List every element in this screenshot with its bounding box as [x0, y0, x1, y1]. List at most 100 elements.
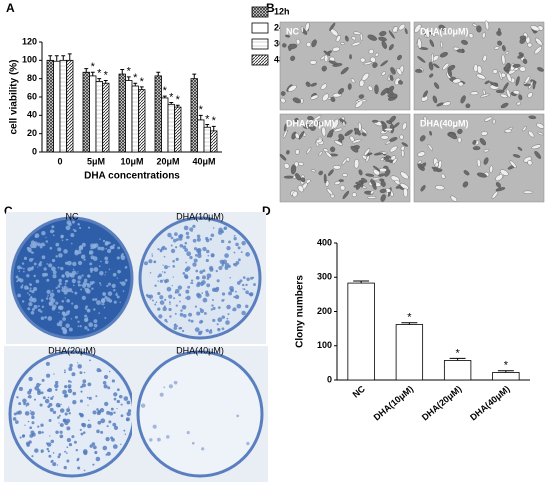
colony — [62, 311, 65, 314]
colony — [169, 301, 171, 304]
colony — [236, 414, 240, 418]
significance: * — [127, 66, 132, 78]
colony — [104, 274, 106, 276]
colony — [28, 440, 32, 444]
colony — [77, 250, 82, 255]
bar — [131, 85, 139, 153]
colony — [194, 305, 198, 308]
cell — [374, 52, 379, 57]
cell — [484, 20, 490, 31]
colony — [47, 295, 49, 297]
plate-label: DHA(20μM) — [48, 345, 96, 355]
cell — [386, 120, 393, 125]
colony — [57, 416, 60, 419]
colony — [110, 407, 114, 411]
micrograph-label: DHA(40μM) — [420, 118, 469, 128]
cell — [349, 54, 352, 60]
colony — [120, 403, 123, 406]
x-tick-label: DHA(20μM) — [420, 384, 464, 423]
colony — [84, 326, 88, 330]
cell — [398, 80, 403, 85]
colony — [53, 373, 55, 375]
colony — [41, 431, 44, 434]
colony — [113, 411, 116, 414]
error-bar — [133, 82, 138, 86]
cell — [321, 126, 327, 137]
colony — [108, 268, 111, 271]
colony — [28, 297, 34, 302]
colony — [32, 257, 34, 260]
colony — [58, 278, 62, 283]
cell — [351, 36, 357, 41]
colony — [60, 234, 64, 238]
colony — [197, 253, 202, 259]
cell — [359, 79, 365, 87]
colony — [29, 426, 33, 430]
y-tick-label: 20 — [27, 128, 37, 138]
colony — [90, 247, 93, 250]
colony — [52, 270, 57, 275]
colony — [81, 383, 86, 388]
cell — [425, 28, 430, 38]
error-bar — [175, 104, 180, 108]
colony — [100, 260, 102, 263]
bar — [197, 119, 205, 153]
cell — [436, 168, 443, 173]
cell — [457, 137, 462, 143]
cell — [535, 37, 543, 46]
colony — [227, 313, 230, 316]
colony — [57, 266, 60, 269]
colony — [208, 330, 213, 334]
error-bar — [139, 86, 144, 90]
colony — [81, 295, 86, 300]
bar — [89, 75, 97, 153]
colony — [202, 297, 208, 303]
colony — [92, 410, 97, 415]
colony — [45, 297, 49, 300]
colony — [58, 311, 60, 314]
cell — [476, 25, 482, 33]
cell — [294, 117, 299, 122]
cell — [355, 181, 363, 185]
colony — [98, 265, 101, 268]
colony — [92, 281, 95, 284]
colony — [102, 239, 106, 243]
colony — [159, 300, 165, 305]
colony — [164, 247, 167, 251]
colony — [71, 372, 76, 377]
cell — [435, 185, 445, 191]
colony — [77, 260, 83, 266]
cell — [328, 60, 338, 65]
colony — [80, 390, 83, 393]
colony — [241, 240, 246, 246]
cell — [353, 31, 362, 35]
colony — [84, 287, 86, 290]
colony — [88, 419, 90, 422]
colony — [152, 424, 157, 429]
cell — [452, 78, 462, 84]
colony — [41, 378, 45, 382]
colony — [49, 229, 54, 234]
colony — [51, 306, 56, 311]
significance: * — [104, 69, 109, 81]
colony — [104, 271, 107, 273]
colony — [217, 317, 223, 323]
cell — [292, 97, 301, 104]
colony — [217, 306, 221, 309]
colony — [185, 289, 190, 294]
colony — [242, 288, 244, 290]
error-bar — [192, 73, 197, 79]
colony — [189, 227, 194, 232]
colony — [37, 266, 39, 268]
x-tick-label: 10μM — [120, 156, 143, 166]
colony — [120, 414, 124, 418]
bar — [138, 89, 146, 153]
colony — [122, 290, 125, 292]
colony — [77, 466, 81, 470]
colony — [96, 429, 100, 434]
colony — [13, 412, 17, 416]
cell — [350, 145, 359, 153]
colony — [55, 242, 60, 247]
bar — [95, 81, 103, 153]
cell — [440, 173, 446, 179]
